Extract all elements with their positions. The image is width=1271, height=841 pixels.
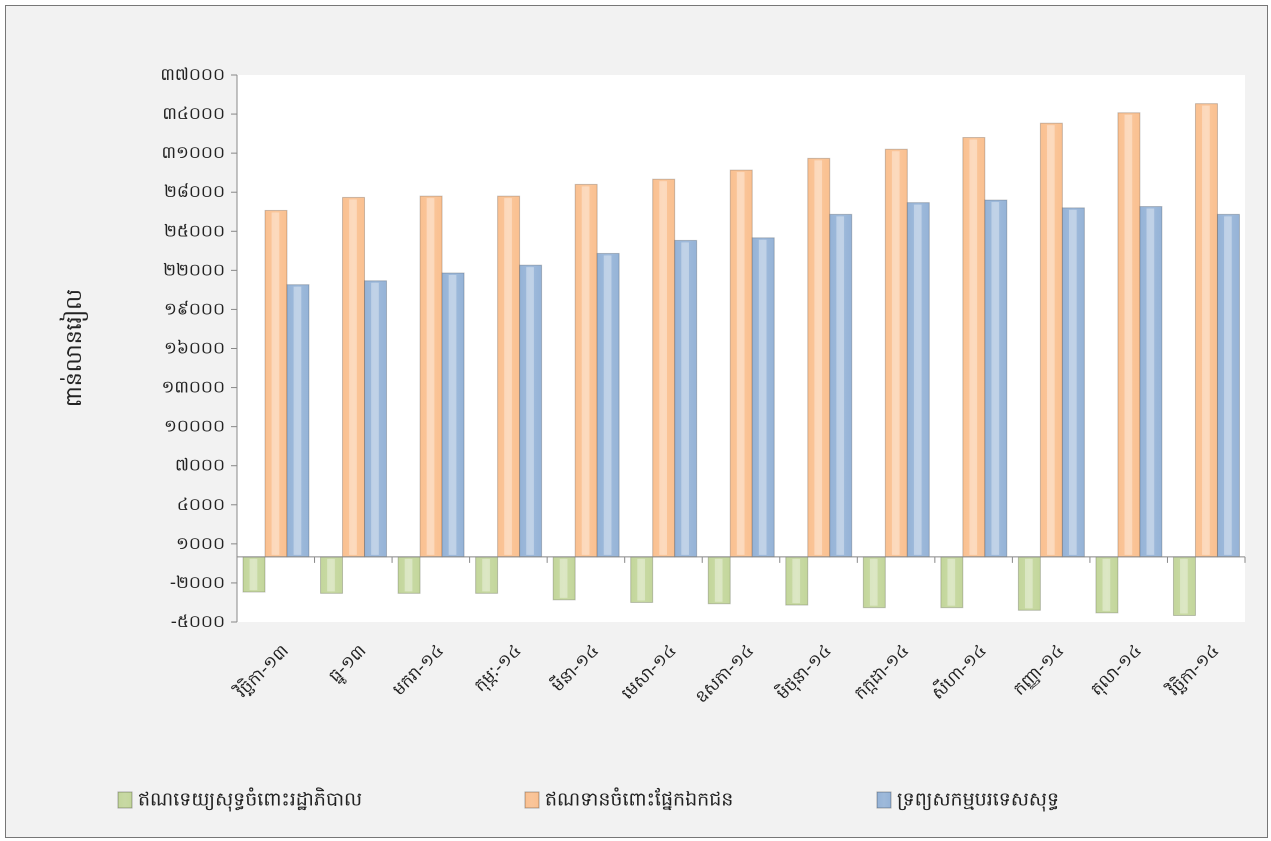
bar-highlight	[426, 198, 435, 555]
y-tick-label: ១០០០០	[164, 417, 225, 437]
bar-highlight	[482, 558, 490, 592]
y-tick-label: ៣៤០០០	[162, 104, 225, 124]
bar-highlight	[792, 558, 801, 604]
bar-highlight	[1124, 114, 1133, 555]
bar-highlight	[714, 558, 723, 602]
y-tick-label: ៧០០០	[175, 456, 225, 476]
bar-highlight	[736, 172, 745, 555]
bar-highlight	[504, 198, 512, 555]
bar-highlight	[947, 558, 956, 606]
bar-highlight	[991, 202, 1000, 555]
bar-highlight	[681, 242, 689, 555]
y-tick-label: ១០០០	[176, 534, 225, 554]
bar-highlight	[581, 186, 590, 555]
bar-highlight	[327, 558, 335, 592]
y-tick-label: ៤០០០	[177, 495, 225, 515]
bar-highlight	[969, 139, 978, 555]
bar-highlight	[1224, 216, 1232, 555]
bar-highlight	[836, 216, 845, 555]
y-axis-label: ពាន់លានរៀល	[59, 289, 88, 407]
legend-label: ឥណទេយ្យសុទ្ធចំពោះរដ្ឋាភិបាល	[138, 787, 362, 813]
bar-highlight	[371, 282, 379, 555]
y-tick-label: ១៣០០០	[161, 378, 225, 398]
bar-highlight	[869, 558, 878, 606]
bar-highlight	[659, 181, 667, 555]
legend-swatch	[117, 791, 133, 809]
bar-highlight	[1102, 558, 1111, 611]
y-tick-label: ១៩០០០	[164, 299, 225, 319]
y-tick-label: -២០០០	[170, 573, 225, 593]
bar-highlight	[404, 558, 413, 592]
bar-highlight	[249, 558, 258, 591]
legend-swatch	[524, 791, 540, 809]
y-tick-label: ៣១០០០	[161, 143, 225, 163]
legend-label: ទ្រព្យសកម្មបរទេសសុទ្ធ	[897, 789, 1059, 813]
y-tick-label: ២២០០០	[163, 260, 225, 280]
legend-label: ឥណទានចំពោះផ្នែកឯកជន	[545, 787, 733, 811]
y-tick-label: ១៦០០០	[164, 339, 225, 359]
bar-highlight	[1068, 209, 1077, 555]
bar-highlight	[349, 199, 357, 555]
bar-highlight	[1146, 208, 1155, 555]
bar-highlight	[891, 151, 900, 555]
legend-swatch	[876, 791, 892, 809]
bar-highlight	[448, 274, 457, 555]
bar-highlight	[559, 558, 568, 598]
bar-highlight	[293, 286, 302, 555]
bar-highlight	[637, 558, 645, 601]
bar-highlight	[814, 160, 823, 555]
y-tick-label: -៥០០០	[171, 612, 225, 632]
y-tick-label: ២៥០០០	[164, 221, 225, 241]
bar-highlight	[1202, 105, 1210, 555]
bar-highlight	[758, 239, 767, 555]
y-tick-label: ៣៧០០០	[160, 65, 225, 85]
bar-highlight	[1180, 558, 1188, 614]
bar-highlight	[603, 255, 612, 555]
y-tick-label: ២៨០០០	[164, 182, 225, 202]
bar-highlight	[271, 212, 280, 555]
bar-highlight	[913, 204, 922, 555]
bar-highlight	[526, 267, 534, 555]
bar-highlight	[1024, 558, 1033, 609]
bar-highlight	[1046, 125, 1055, 555]
